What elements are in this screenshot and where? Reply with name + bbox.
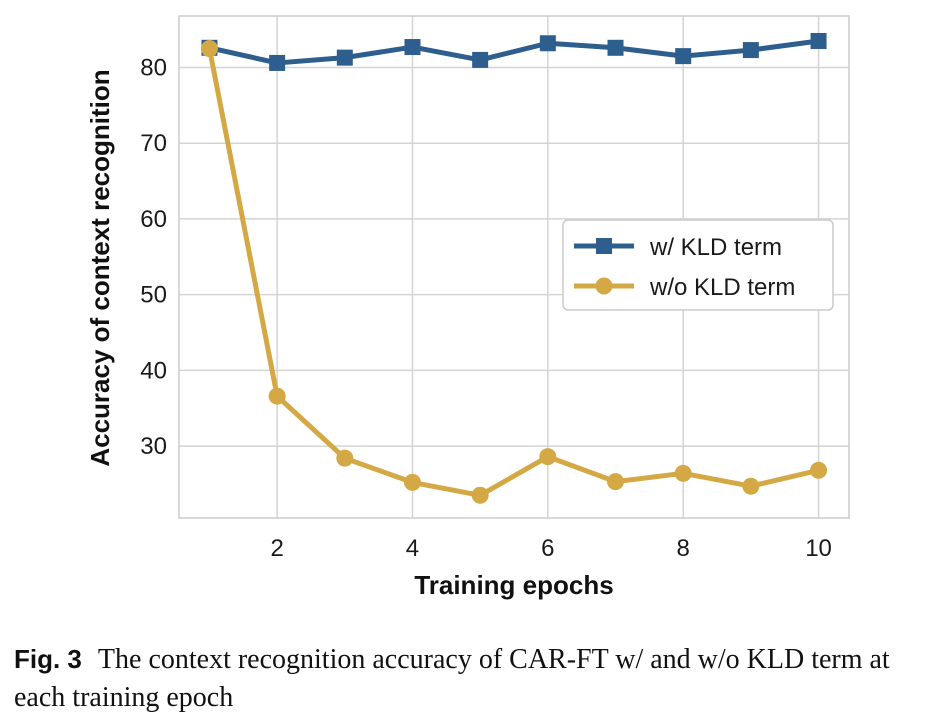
figure-caption: Fig. 3 The context recognition accuracy o…: [14, 640, 929, 717]
data-point-circle: [403, 473, 421, 491]
data-point-circle: [674, 464, 692, 482]
y-tick-label: 80: [140, 54, 167, 81]
data-point-square: [675, 48, 692, 65]
series-line-0: [206, 38, 822, 66]
x-tick-label: 10: [805, 535, 832, 562]
legend-label-w-kld: w/ KLD term: [649, 234, 782, 261]
caption-text: The context recognition accuracy of CAR-…: [14, 644, 890, 713]
data-point-circle: [607, 473, 625, 491]
legend-circle-marker: [595, 277, 613, 295]
series-line-1: [206, 46, 822, 498]
x-tick-label: 4: [406, 535, 419, 562]
data-point-circle: [268, 387, 286, 405]
y-tick-label: 40: [140, 357, 167, 384]
data-point-square: [742, 42, 759, 59]
data-point-square: [472, 51, 489, 68]
x-axis-title: Training epochs: [414, 570, 613, 600]
y-tick-label: 50: [140, 282, 167, 309]
line-chart: 2 4 6 8 10 30 40 50 60 70 80 Training epochs Accu…: [85, 15, 850, 600]
plot-area-frame: [178, 15, 850, 519]
data-point-circle: [742, 477, 760, 495]
legend: w/ KLD term w/o KLD term: [562, 219, 834, 311]
y-axis-title: Accuracy of context recognition: [85, 69, 115, 466]
legend-square-marker: [596, 238, 612, 254]
data-point-square: [539, 35, 556, 52]
x-tick-label: 8: [677, 535, 690, 562]
y-tick-label: 60: [140, 206, 167, 233]
data-point-square: [810, 32, 827, 49]
legend-label-wo-kld: w/o KLD term: [649, 274, 795, 301]
data-point-circle: [471, 486, 489, 504]
y-tick-label: 70: [140, 130, 167, 157]
x-tick-label: 6: [541, 535, 554, 562]
data-point-circle: [810, 461, 828, 479]
data-point-circle: [539, 448, 557, 466]
x-tick-label: 2: [270, 535, 283, 562]
y-tick-label: 30: [140, 433, 167, 460]
data-point-circle: [336, 449, 354, 467]
series-layer: [200, 32, 828, 504]
data-point-square: [404, 39, 421, 56]
x-axis-ticks: 2 4 6 8 10: [270, 535, 831, 562]
data-point-square: [269, 54, 286, 71]
data-point-circle: [200, 40, 218, 58]
data-point-square: [607, 39, 624, 56]
figure-label: Fig. 3: [14, 644, 82, 674]
data-point-square: [336, 49, 353, 66]
y-axis-ticks: 30 40 50 60 70 80: [140, 54, 167, 460]
